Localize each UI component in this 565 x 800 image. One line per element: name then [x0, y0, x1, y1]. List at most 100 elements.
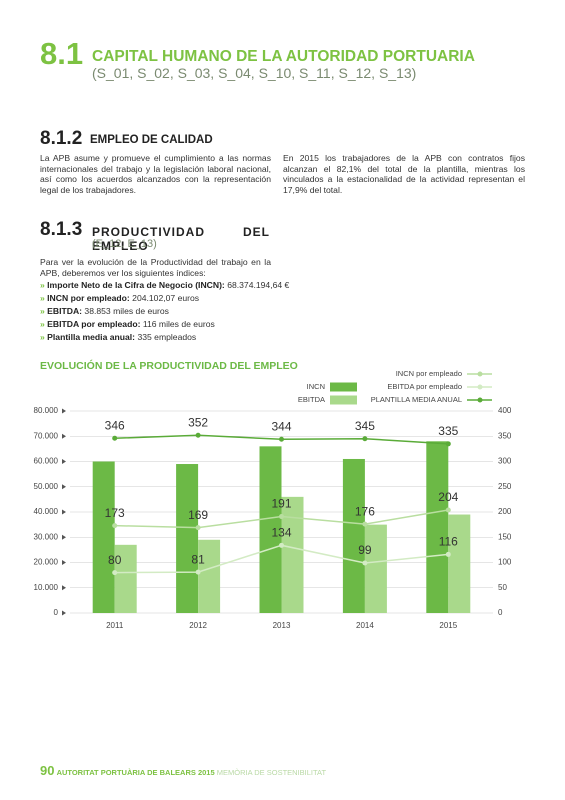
section-title: PRODUCTIVIDAD DEL EMPLEO — [92, 225, 270, 253]
document-name: MEMÒRIA DE SOSTENIBILITAT — [216, 768, 327, 777]
x-tick-label: 2012 — [189, 621, 207, 630]
bar — [448, 514, 471, 613]
y2-tick-label: 300 — [498, 457, 512, 466]
data-label: 116 — [439, 535, 458, 549]
x-tick-label: 2014 — [356, 621, 374, 630]
y-tick-label: 70.000 — [34, 431, 59, 440]
item-value: 204.102,07 euros — [132, 293, 200, 303]
section-title: EMPLEO DE CALIDAD — [90, 134, 213, 146]
y2-tick-label: 400 — [498, 406, 512, 415]
item-label: EBITDA: — [47, 306, 83, 316]
y-tick-label: 10.000 — [34, 583, 59, 592]
point — [112, 435, 118, 441]
x-tick-label: 2013 — [273, 621, 291, 630]
bar — [364, 524, 387, 613]
legend-label: PLANTILLA MEDIA ANUAL — [371, 395, 462, 404]
footer: 90 AUTORITAT PORTUÀRIA DE BALEARS 2015 M… — [40, 763, 326, 778]
bar — [426, 441, 449, 613]
y-tick-label: 80.000 — [34, 406, 59, 415]
y-tick-label: 60.000 — [34, 457, 59, 466]
point — [112, 570, 118, 576]
data-label: 344 — [271, 419, 291, 433]
item-value: 38.853 miles de euros — [84, 306, 169, 316]
y2-tick-label: 250 — [498, 482, 512, 491]
y2-tick-label: 200 — [498, 507, 512, 516]
page-number: 90 — [40, 763, 55, 778]
y-tick-label: 40.000 — [34, 507, 59, 516]
header-number: 8.1 — [40, 36, 84, 71]
data-label: 345 — [355, 419, 375, 433]
y2-tick-label: 350 — [498, 431, 512, 440]
y-tick-label: 30.000 — [34, 532, 59, 541]
section-number: 8.1.2 — [40, 128, 83, 149]
legend-swatch — [330, 382, 357, 392]
list-item: Importe Neto de la Cifra de Negocio (INC… — [40, 279, 300, 292]
chart: EVOLUCIÓN DE LA PRODUCTIVIDAD DEL EMPLEO… — [34, 359, 512, 630]
item-label: INCN por empleado: — [47, 293, 130, 303]
data-label: 191 — [271, 497, 291, 511]
section-number: 8.1.3 — [40, 219, 83, 240]
y-tick-label: 0 — [54, 608, 59, 617]
x-tick-label: 2015 — [439, 621, 457, 630]
data-label: 352 — [188, 415, 208, 429]
list-item: EBITDA: 38.853 miles de euros — [40, 305, 300, 318]
point — [445, 507, 451, 513]
list-item: EBITDA por empleado: 116 miles de euros — [40, 318, 300, 331]
list-item: Plantilla media anual: 335 empleados — [40, 331, 300, 344]
tick-marker — [62, 560, 66, 565]
publisher: AUTORITAT PORTUÀRIA DE BALEARS 2015 — [56, 768, 215, 777]
tick-marker — [62, 610, 66, 616]
item-label: EBITDA por empleado: — [47, 319, 141, 329]
data-label: 134 — [271, 526, 291, 540]
bar — [198, 539, 221, 613]
y2-tick-label: 0 — [498, 608, 503, 617]
bar — [114, 544, 137, 613]
legend-label: EBITDA por empleado — [387, 382, 462, 391]
paragraph: Para ver la evolución de la Productivida… — [40, 257, 271, 278]
data-label: 99 — [358, 543, 372, 557]
data-label: 346 — [105, 418, 125, 432]
y2-tick-label: 150 — [498, 532, 512, 541]
chart-title: EVOLUCIÓN DE LA PRODUCTIVIDAD DEL EMPLEO — [40, 359, 298, 372]
point — [445, 441, 451, 447]
paragraph: La APB asume y promueve el cumplimiento … — [40, 153, 271, 195]
legend-label: EBITDA — [298, 395, 325, 404]
paragraph: En 2015 los trabajadores de la APB con c… — [283, 153, 525, 195]
bar — [342, 458, 365, 613]
legend-swatch — [477, 397, 483, 403]
tick-marker — [62, 408, 66, 414]
item-label: Plantilla media anual: — [47, 332, 136, 342]
tick-marker — [62, 433, 66, 439]
tick-marker — [62, 534, 66, 540]
point — [279, 542, 284, 548]
y2-tick-label: 100 — [498, 558, 512, 567]
point — [112, 523, 118, 529]
data-label: 335 — [438, 424, 458, 438]
item-label: Importe Neto de la Cifra de Negocio (INC… — [47, 280, 225, 290]
y2-tick-label: 50 — [498, 583, 507, 592]
point — [362, 436, 368, 442]
point — [195, 569, 201, 575]
tick-marker — [62, 484, 66, 490]
item-value: 335 empleados — [137, 332, 197, 342]
tick-marker — [62, 585, 66, 591]
legend-swatch — [477, 384, 483, 390]
data-label: 204 — [438, 490, 458, 504]
point — [279, 436, 284, 442]
point — [362, 560, 368, 566]
bar — [259, 446, 282, 613]
point — [195, 432, 201, 438]
data-label: 169 — [188, 508, 208, 522]
point — [195, 525, 201, 531]
tick-marker — [62, 509, 66, 515]
item-value: 116 miles de euros — [142, 319, 215, 329]
y-tick-label: 20.000 — [34, 558, 59, 567]
bar — [281, 496, 304, 613]
point — [279, 514, 284, 520]
point — [362, 521, 368, 527]
bar — [176, 464, 199, 613]
data-label: 176 — [355, 504, 375, 518]
data-label: 80 — [108, 553, 122, 567]
data-label: 173 — [105, 506, 125, 520]
